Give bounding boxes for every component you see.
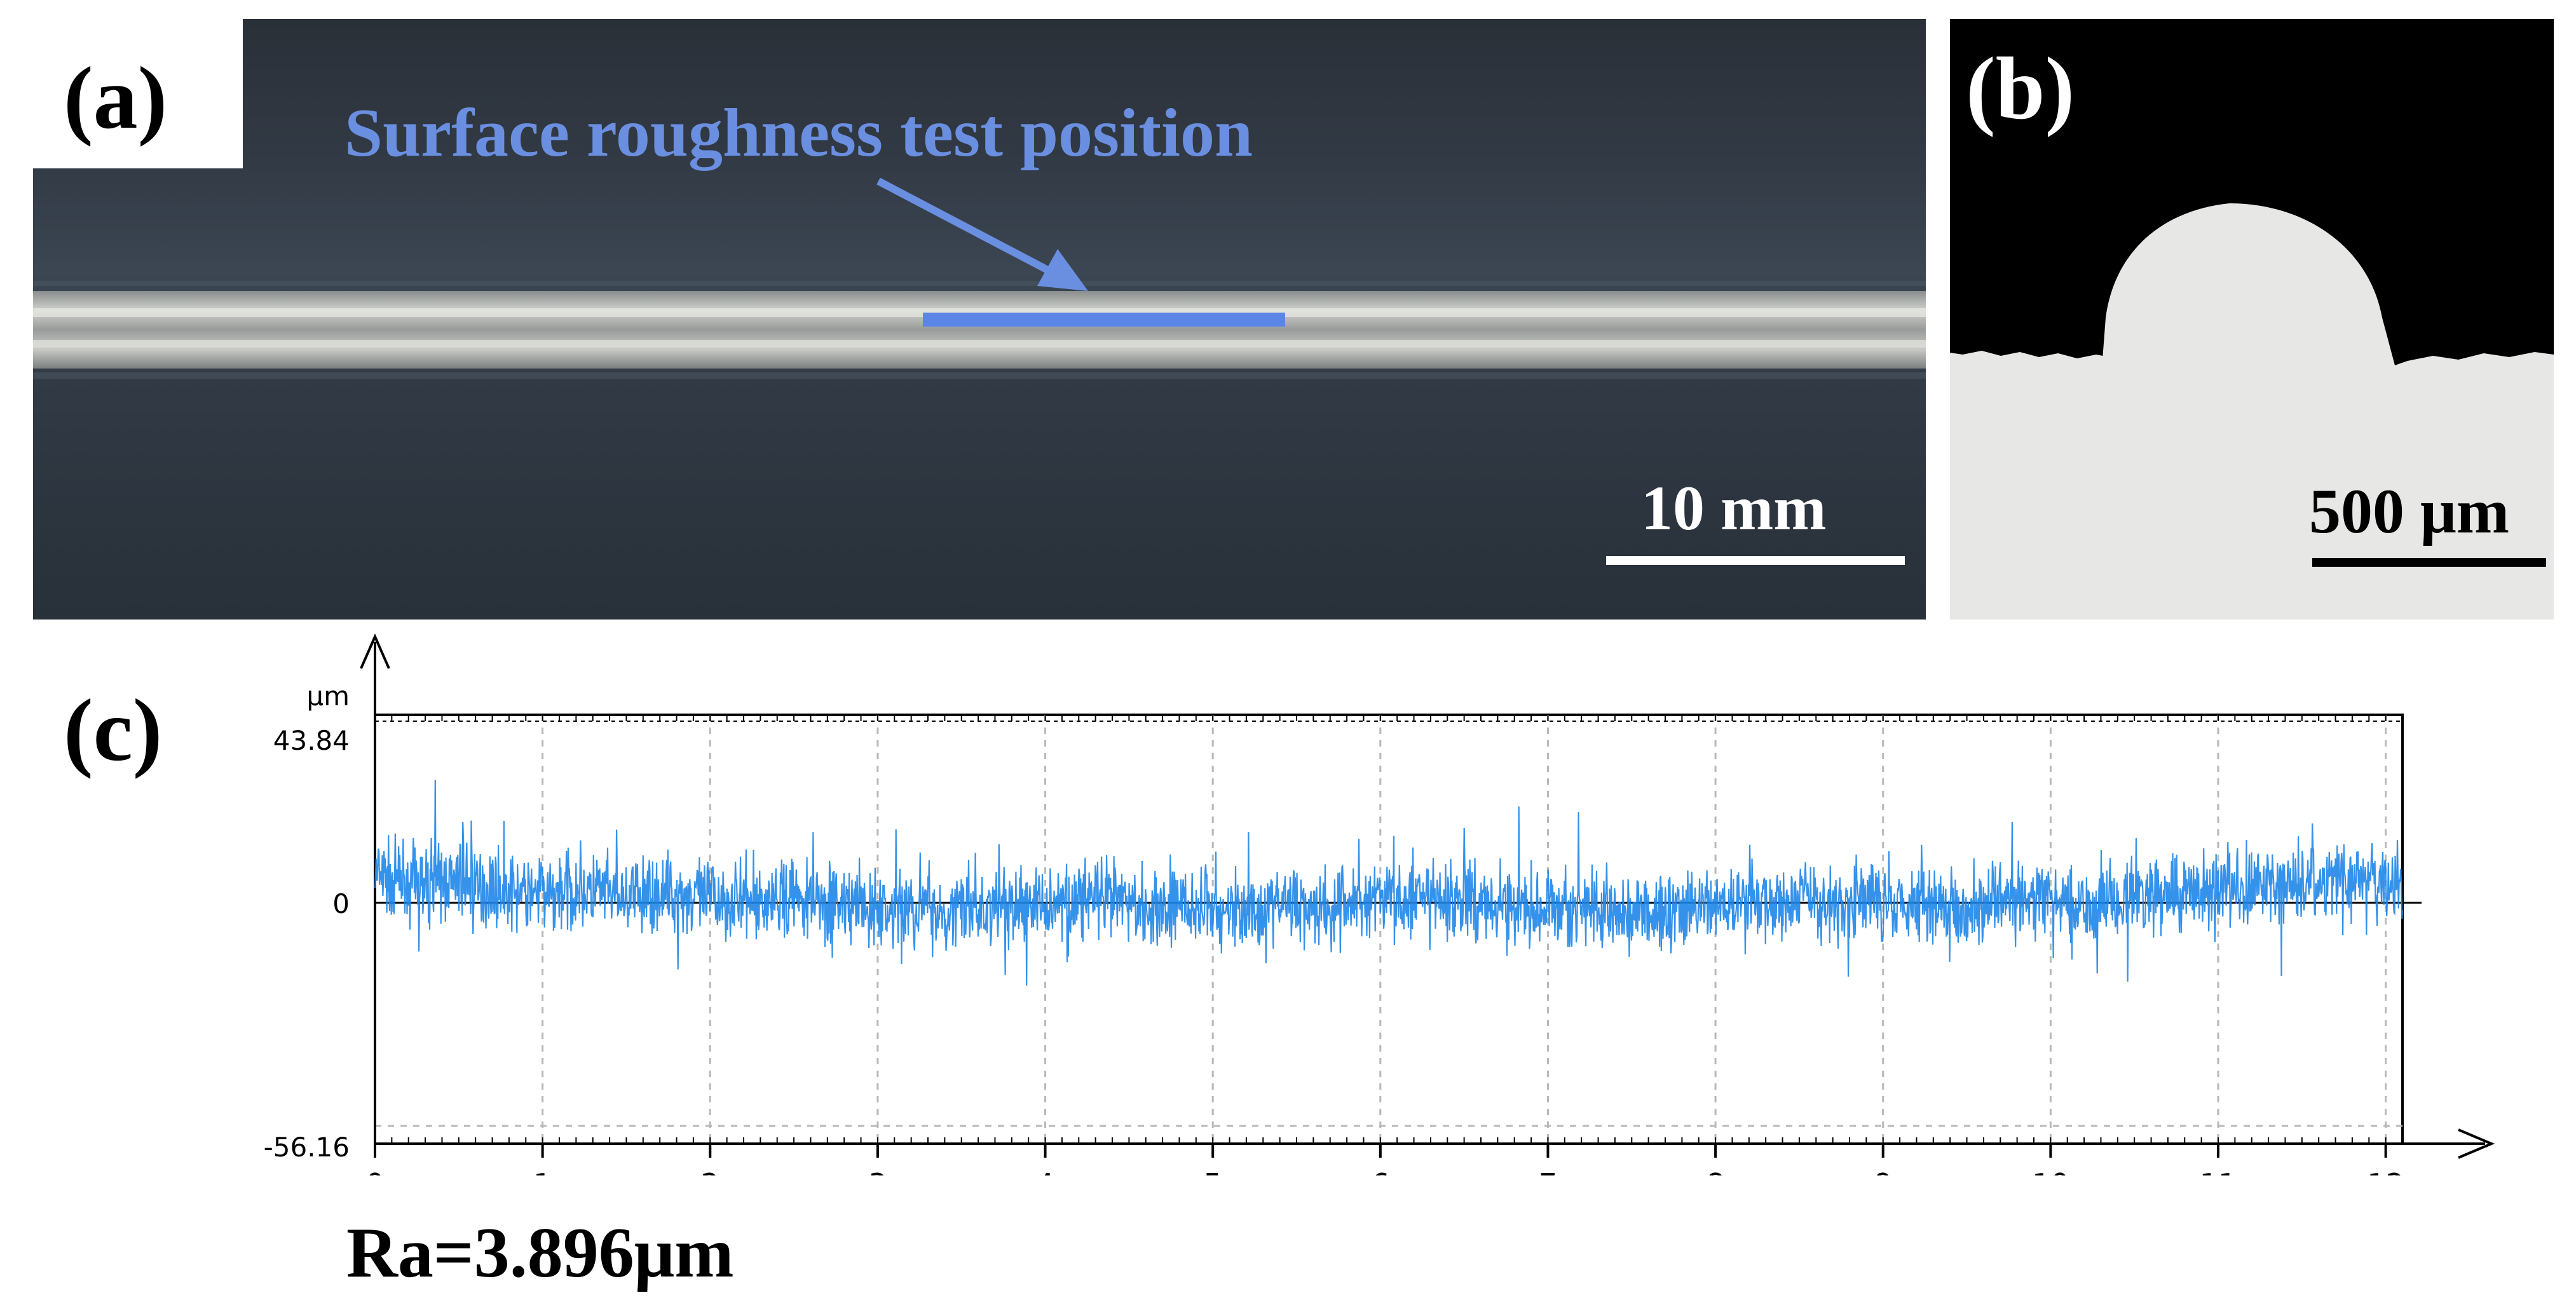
x-tick-label: 1 — [533, 1167, 552, 1175]
plot-frame — [374, 714, 2404, 1145]
scale-bar-b-label: 500 μm — [2309, 476, 2509, 546]
scale-bar-b — [2312, 558, 2546, 567]
x-tick-label: 10 — [2032, 1167, 2069, 1175]
panel-a-label-box — [33, 19, 243, 168]
y-tick-label: -56.16 — [264, 1132, 350, 1163]
roughness-chart-svg: 012345678910111243.840-56.16μmmm — [264, 633, 2530, 1202]
panel-a-photo: (a) Surface roughness test position 10 m… — [33, 19, 1926, 620]
y-axis-unit: μm — [306, 681, 350, 712]
panel-c-profile-chart: (c) 012345678910111243.840-56.16μmmm Ra=… — [0, 629, 2576, 1307]
x-axis-unit: mm — [2478, 1170, 2530, 1175]
ra-result: Ra=3.896μm — [346, 1214, 734, 1292]
x-tick-label: 9 — [1874, 1167, 1892, 1175]
y-tick-label: 0 — [332, 888, 350, 919]
weld-bead-profile — [1950, 203, 2554, 620]
test-position-marker — [923, 313, 1285, 327]
panel-c-label: (c) — [64, 681, 163, 780]
x-tick-label: 8 — [1706, 1167, 1724, 1175]
scale-bar-a — [1606, 556, 1905, 565]
panel-a-label: (a) — [64, 49, 168, 147]
roughness-profile-line — [374, 780, 2404, 986]
x-tick-label: 2 — [701, 1167, 719, 1175]
x-tick-label: 11 — [2200, 1167, 2237, 1175]
panel-b-label: (b) — [1966, 39, 2075, 138]
test-position-annotation: Surface roughness test position — [344, 95, 1253, 171]
y-tick-label: 43.84 — [273, 725, 350, 756]
x-tick-label: 7 — [1539, 1167, 1557, 1175]
x-tick-label: 3 — [868, 1167, 887, 1175]
x-tick-label: 6 — [1371, 1167, 1389, 1175]
arrow-icon — [876, 177, 1088, 291]
weld-photo-svg — [33, 177, 1926, 565]
x-tick-label: 5 — [1204, 1167, 1222, 1175]
x-axis-arrow-icon — [2458, 1128, 2495, 1159]
x-tick-label: 0 — [365, 1167, 384, 1175]
x-tick-label: 12 — [2367, 1167, 2404, 1175]
cross-section-svg — [1950, 203, 2554, 620]
weld-strip — [33, 291, 1926, 369]
panel-b-cross-section: (b) 500 μm — [1950, 19, 2554, 620]
scale-bar-a-label: 10 mm — [1641, 473, 1827, 543]
y-axis-arrow-icon — [360, 633, 390, 669]
x-tick-label: 4 — [1036, 1167, 1054, 1175]
